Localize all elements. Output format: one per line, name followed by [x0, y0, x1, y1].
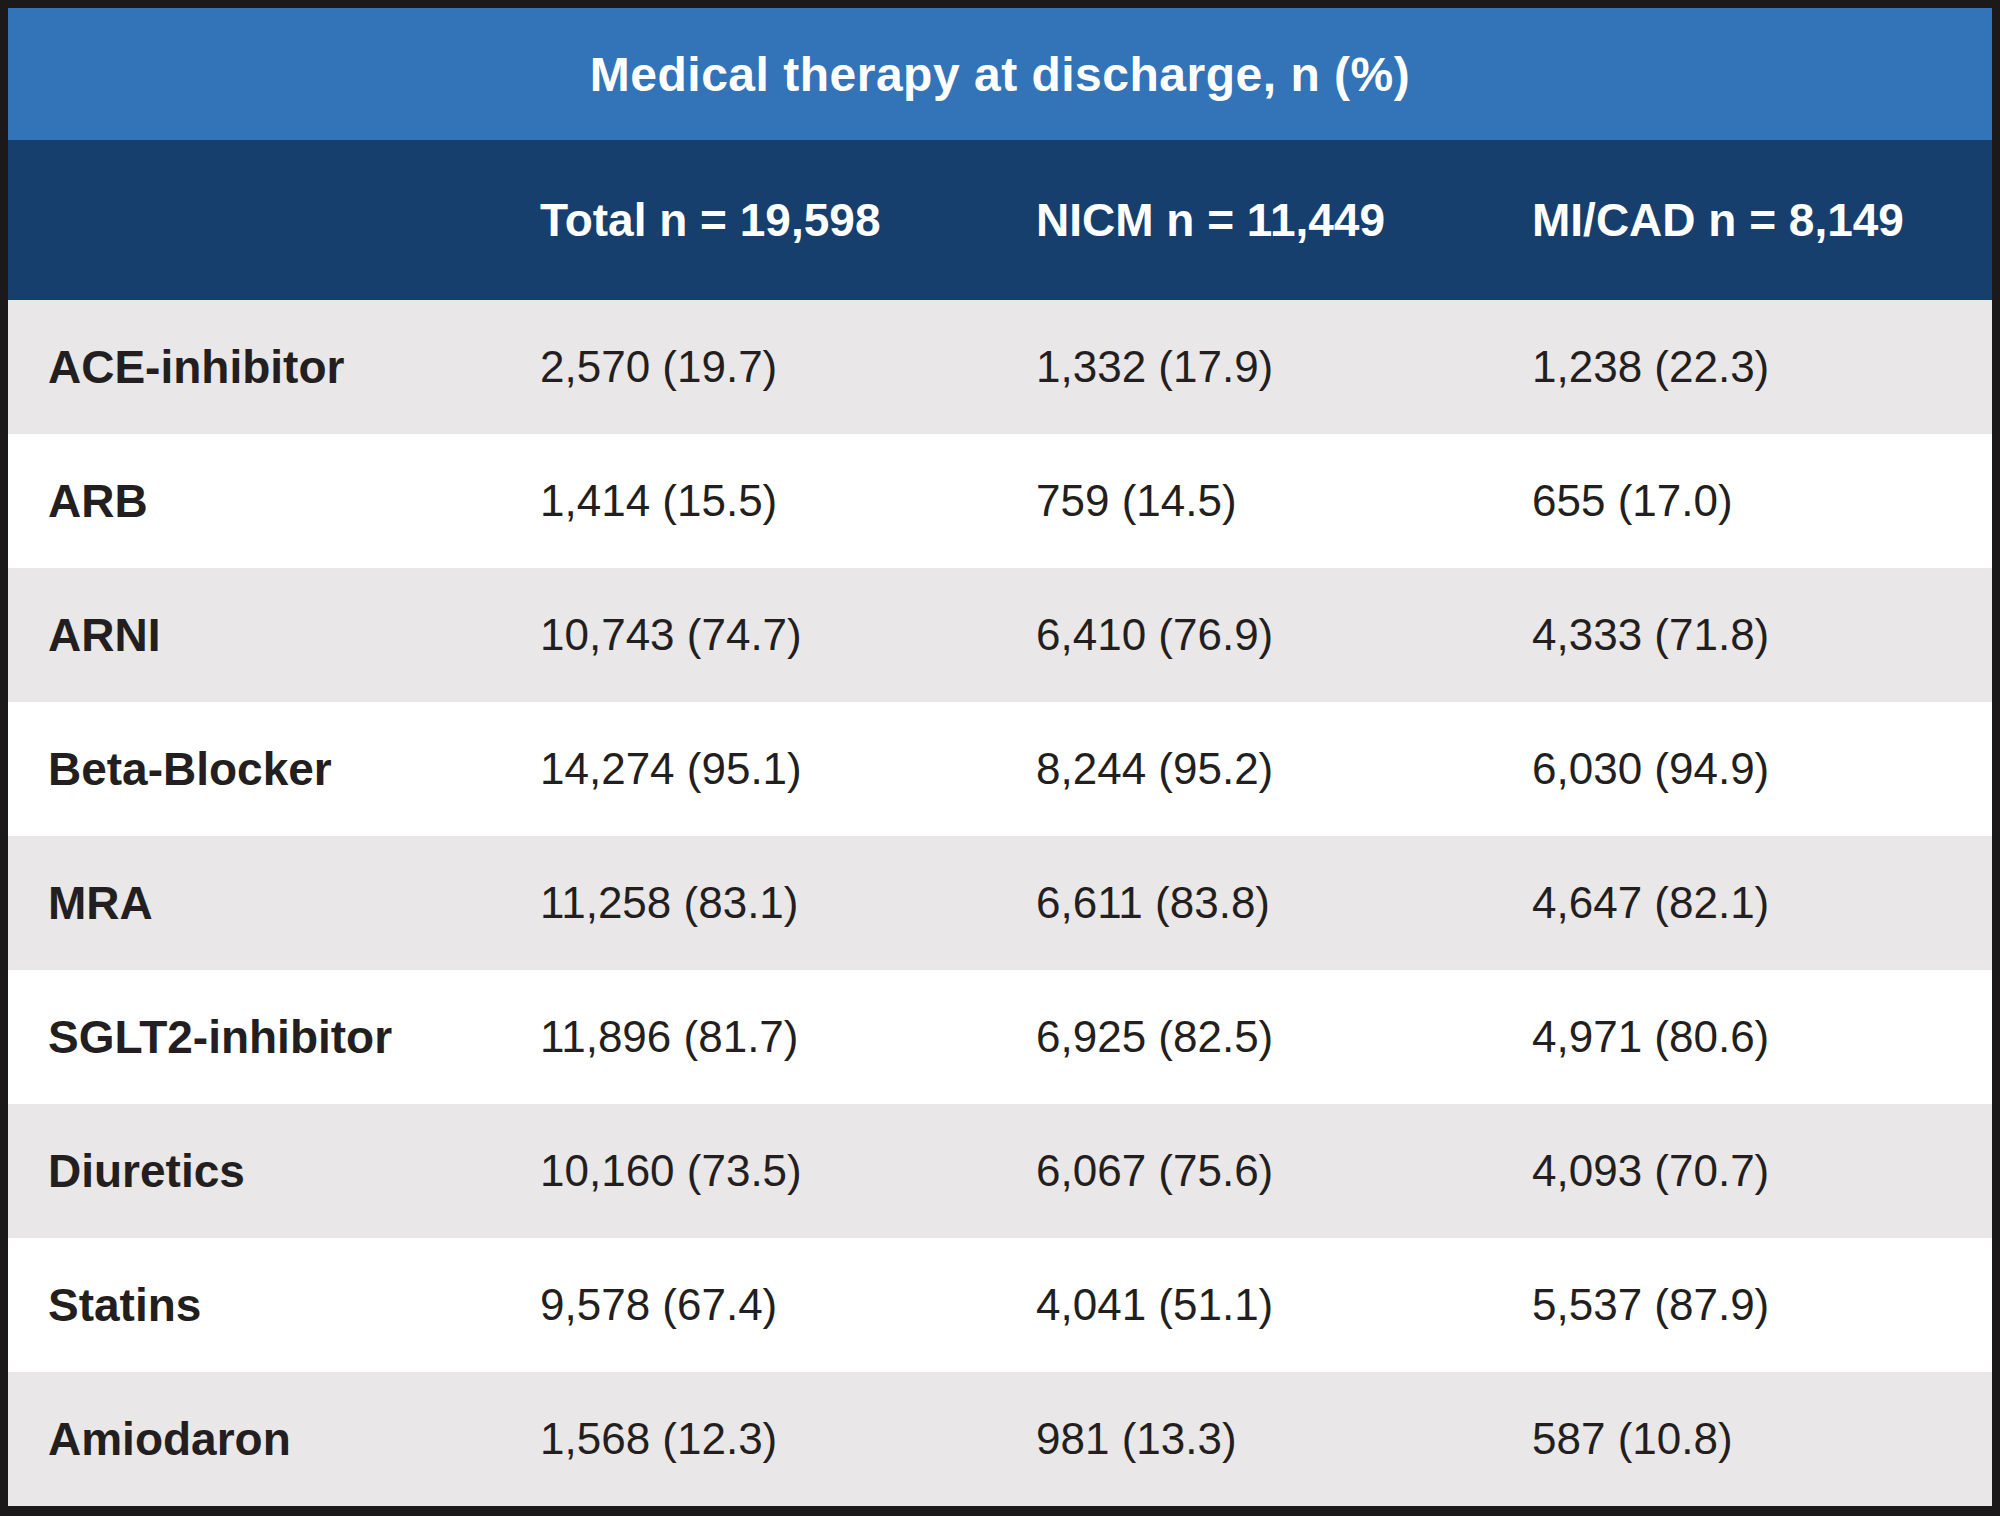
cell-nicm: 4,041 (51.1) — [1000, 1280, 1496, 1330]
cell-nicm: 8,244 (95.2) — [1000, 744, 1496, 794]
cell-micad: 4,093 (70.7) — [1496, 1146, 1992, 1196]
cell-nicm: 1,332 (17.9) — [1000, 342, 1496, 392]
row-label: ARB — [8, 474, 504, 528]
table-row: Statins 9,578 (67.4) 4,041 (51.1) 5,537 … — [8, 1238, 1992, 1372]
table-row: Beta-Blocker 14,274 (95.1) 8,244 (95.2) … — [8, 702, 1992, 836]
cell-micad: 4,971 (80.6) — [1496, 1012, 1992, 1062]
row-label: SGLT2-inhibitor — [8, 1010, 504, 1064]
cell-micad: 1,238 (22.3) — [1496, 342, 1992, 392]
table-row: ARB 1,414 (15.5) 759 (14.5) 655 (17.0) — [8, 434, 1992, 568]
row-label: Amiodaron — [8, 1412, 504, 1466]
table-row: SGLT2-inhibitor 11,896 (81.7) 6,925 (82.… — [8, 970, 1992, 1104]
cell-total: 11,258 (83.1) — [504, 878, 1000, 928]
medical-therapy-table: Medical therapy at discharge, n (%) Tota… — [0, 0, 2000, 1516]
row-label: Diuretics — [8, 1144, 504, 1198]
table-title-bar: Medical therapy at discharge, n (%) — [8, 8, 1992, 140]
cell-nicm: 6,067 (75.6) — [1000, 1146, 1496, 1196]
cell-micad: 587 (10.8) — [1496, 1414, 1992, 1464]
cell-nicm: 6,410 (76.9) — [1000, 610, 1496, 660]
row-label: Statins — [8, 1278, 504, 1332]
cell-total: 2,570 (19.7) — [504, 342, 1000, 392]
cell-total: 10,743 (74.7) — [504, 610, 1000, 660]
column-header-micad: MI/CAD n = 8,149 — [1496, 193, 1992, 247]
cell-total: 1,568 (12.3) — [504, 1414, 1000, 1464]
table-title: Medical therapy at discharge, n (%) — [590, 47, 1410, 102]
cell-micad: 6,030 (94.9) — [1496, 744, 1992, 794]
cell-micad: 5,537 (87.9) — [1496, 1280, 1992, 1330]
table-header-row: Total n = 19,598 NICM n = 11,449 MI/CAD … — [8, 140, 1992, 300]
table-row: MRA 11,258 (83.1) 6,611 (83.8) 4,647 (82… — [8, 836, 1992, 970]
cell-total: 1,414 (15.5) — [504, 476, 1000, 526]
cell-nicm: 759 (14.5) — [1000, 476, 1496, 526]
cell-nicm: 6,611 (83.8) — [1000, 878, 1496, 928]
table-row: Amiodaron 1,568 (12.3) 981 (13.3) 587 (1… — [8, 1372, 1992, 1506]
cell-micad: 4,647 (82.1) — [1496, 878, 1992, 928]
cell-nicm: 6,925 (82.5) — [1000, 1012, 1496, 1062]
cell-total: 11,896 (81.7) — [504, 1012, 1000, 1062]
row-label: ARNI — [8, 608, 504, 662]
column-header-total: Total n = 19,598 — [504, 193, 1000, 247]
table-row: ACE-inhibitor 2,570 (19.7) 1,332 (17.9) … — [8, 300, 1992, 434]
cell-micad: 4,333 (71.8) — [1496, 610, 1992, 660]
row-label: ACE-inhibitor — [8, 340, 504, 394]
table-row: ARNI 10,743 (74.7) 6,410 (76.9) 4,333 (7… — [8, 568, 1992, 702]
row-label: MRA — [8, 876, 504, 930]
column-header-nicm: NICM n = 11,449 — [1000, 193, 1496, 247]
row-label: Beta-Blocker — [8, 742, 504, 796]
cell-micad: 655 (17.0) — [1496, 476, 1992, 526]
cell-total: 14,274 (95.1) — [504, 744, 1000, 794]
cell-total: 9,578 (67.4) — [504, 1280, 1000, 1330]
cell-total: 10,160 (73.5) — [504, 1146, 1000, 1196]
table-row: Diuretics 10,160 (73.5) 6,067 (75.6) 4,0… — [8, 1104, 1992, 1238]
cell-nicm: 981 (13.3) — [1000, 1414, 1496, 1464]
